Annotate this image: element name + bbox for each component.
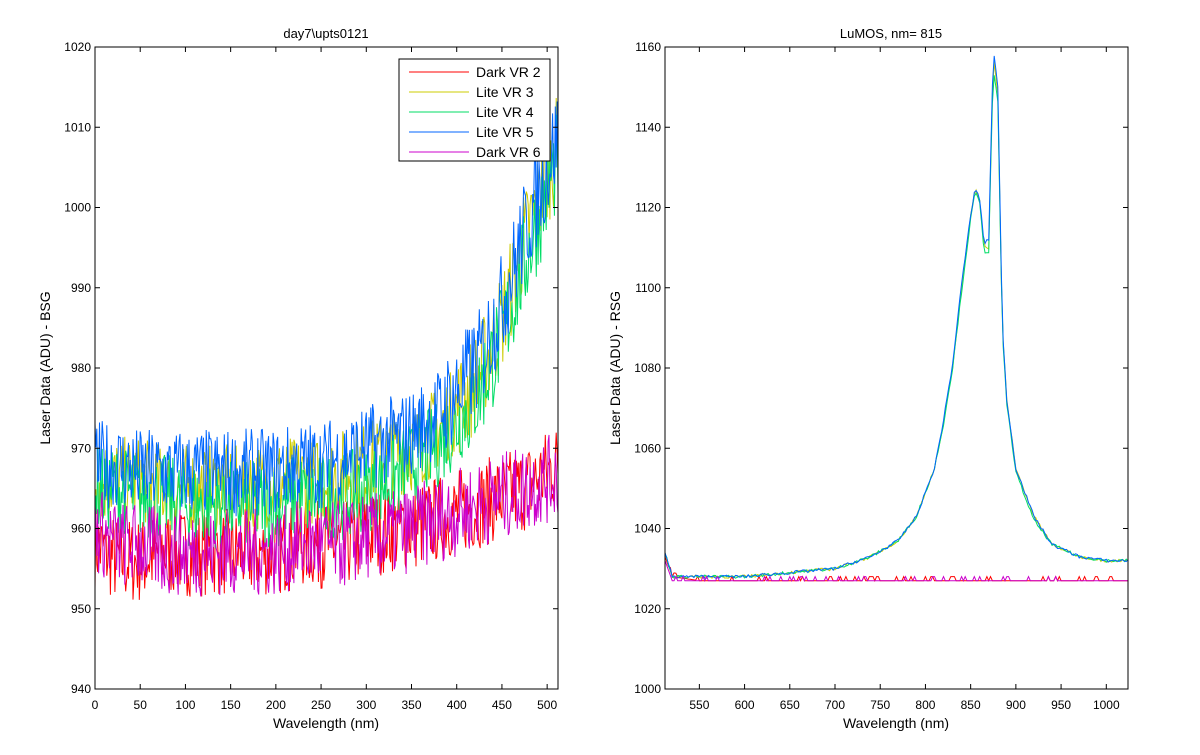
x-tick-label: 1000 — [1093, 698, 1120, 712]
left-plot-title: day7\upts0121 — [283, 26, 368, 41]
y-tick-label: 1080 — [634, 361, 661, 375]
series-line-5 — [665, 560, 1128, 582]
x-tick-label: 800 — [915, 698, 935, 712]
y-tick-label: 940 — [71, 682, 91, 696]
y-tick-label: 1000 — [64, 201, 91, 215]
y-tick-label: 1120 — [635, 201, 661, 215]
x-tick-label: 750 — [870, 698, 890, 712]
legend-label: Dark VR 2 — [476, 64, 541, 80]
x-tick-label: 300 — [356, 698, 376, 712]
legend-box — [398, 58, 551, 162]
right-plot: LuMOS, nm= 815 550 600 650 700 750 800 850 900 9… — [607, 26, 1129, 731]
y-tick-label: 970 — [71, 441, 91, 455]
series-line-3 — [665, 75, 1128, 579]
series-line-5 — [95, 434, 558, 597]
x-tick-label: 950 — [1051, 698, 1071, 712]
legend-label: Lite VR 5 — [476, 124, 534, 140]
x-tick-label: 200 — [266, 698, 286, 712]
y-tick-label: 1040 — [634, 522, 661, 536]
right-plot-title: LuMOS, nm= 815 — [840, 26, 942, 41]
left-y-axis-label: Laser Data (ADU) - BSG — [37, 291, 53, 444]
x-tick-label: 600 — [735, 698, 755, 712]
right-x-axis-label: Wavelength (nm) — [843, 715, 949, 731]
x-tick-label: 700 — [825, 698, 845, 712]
right-y-axis-label: Laser Data (ADU) - RSG — [607, 291, 623, 445]
y-tick-label: 980 — [71, 361, 91, 375]
x-tick-label: 250 — [311, 698, 331, 712]
x-tick-label: 0 — [92, 698, 99, 712]
x-tick-label: 500 — [537, 698, 557, 712]
y-tick-label: 1000 — [634, 682, 661, 696]
x-tick-label: 50 — [134, 698, 148, 712]
left-plot: day7\upts0121 0 50 100 150 200 250 300 350 400 45… — [37, 26, 559, 731]
x-tick-label: 650 — [780, 698, 800, 712]
x-tick-label: 150 — [221, 698, 241, 712]
legend-label: Lite VR 3 — [476, 84, 534, 100]
y-tick-label: 1020 — [64, 40, 91, 54]
x-tick-label: 900 — [1006, 698, 1026, 712]
y-tick-label: 960 — [71, 522, 91, 536]
legend: Dark VR 2 Lite VR 3 Lite VR 4 Lite VR 5 Dark… — [398, 58, 551, 162]
y-tick-label: 1020 — [634, 602, 661, 616]
y-tick-label: 950 — [71, 602, 91, 616]
series-line-2 — [665, 62, 1128, 579]
left-x-axis-label: Wavelength (nm) — [273, 715, 379, 731]
y-tick-label: 1140 — [635, 120, 661, 134]
y-tick-label: 1010 — [64, 120, 91, 134]
x-tick-label: 400 — [447, 698, 467, 712]
series-line-4 — [665, 55, 1128, 579]
x-tick-label: 350 — [401, 698, 421, 712]
series-line-3 — [95, 114, 558, 549]
right-plot-frame — [664, 46, 1129, 690]
y-tick-label: 1060 — [634, 441, 661, 455]
legend-label: Dark VR 6 — [476, 144, 541, 160]
series-line-4 — [95, 101, 558, 517]
x-tick-label: 850 — [961, 698, 981, 712]
y-tick-label: 1100 — [635, 281, 661, 295]
legend-label: Lite VR 4 — [476, 104, 534, 120]
x-tick-label: 100 — [175, 698, 195, 712]
x-tick-label: 550 — [689, 698, 709, 712]
y-tick-label: 1160 — [635, 40, 661, 54]
y-tick-label: 990 — [71, 281, 91, 295]
x-tick-label: 450 — [492, 698, 512, 712]
